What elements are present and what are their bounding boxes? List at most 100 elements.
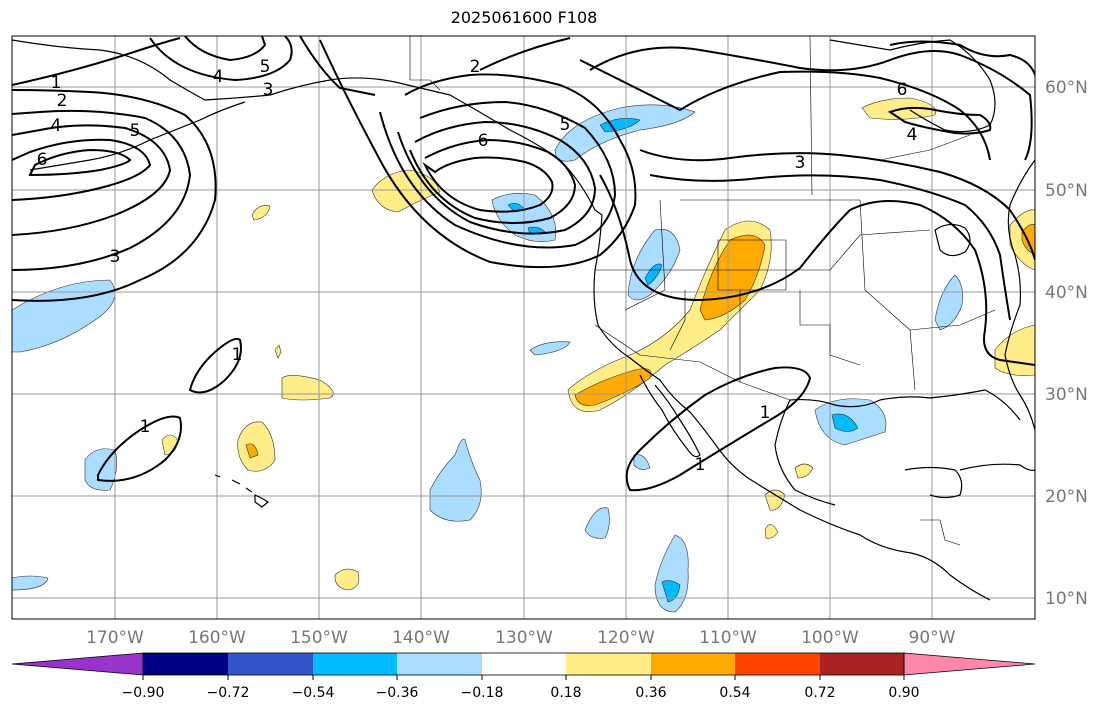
lon-label: 150°W — [290, 628, 348, 648]
colorbar-segment — [397, 653, 482, 675]
west-coast-na — [593, 214, 991, 601]
contour-canada-2 — [589, 46, 1033, 161]
contour-label: 6 — [897, 80, 908, 100]
contour-labels: 1 2 4 5 6 3 4 5 2 5 6 3 6 4 1 1 1 1 3 — [37, 57, 918, 475]
contour-canada-3 — [639, 149, 1035, 261]
hawaii — [214, 474, 270, 508]
contour-label: 5 — [560, 115, 571, 135]
political-borders — [409, 36, 996, 546]
colorbar-tick-label: −0.72 — [207, 685, 250, 701]
contour-label: 6 — [37, 150, 48, 170]
contour-canada-5 — [599, 174, 1035, 366]
mexico-east — [774, 399, 836, 506]
contour-top-1 — [12, 37, 181, 86]
lon-label: 110°W — [699, 628, 757, 648]
shade-neg-mexico-small — [633, 454, 651, 470]
colorbar-segment — [482, 653, 566, 675]
contour-mexico-1 — [625, 366, 812, 492]
contour-west-low-2 — [12, 109, 192, 271]
colorbar-tick-label: −0.36 — [376, 685, 419, 701]
map-frame — [11, 35, 1036, 620]
contour-ridge-3 — [397, 120, 597, 235]
contour-label: 1 — [695, 455, 706, 475]
contour-label: 2 — [470, 57, 481, 77]
shade-neg-gulf-core — [831, 413, 859, 432]
contour-west-low-4 — [12, 138, 152, 201]
shade-neg-nw-us-core — [644, 263, 663, 286]
shade-neg-eq-core — [661, 580, 681, 603]
contour-ridge-4 — [409, 138, 577, 224]
colorbar-ticks — [142, 675, 905, 680]
shade-pos-small-1 — [251, 205, 271, 221]
hudson-bay — [829, 39, 996, 133]
colorbar-tick-label: −0.18 — [461, 685, 504, 701]
lon-label: 140°W — [392, 628, 450, 648]
colorbar: −0.90 −0.72 −0.54 −0.36 −0.18 0.18 0.36 … — [11, 652, 1036, 701]
contour-label: 1 — [760, 403, 771, 423]
lat-label: 10°N — [1045, 589, 1088, 609]
colorbar-segment — [143, 653, 228, 675]
lon-label: 120°W — [597, 628, 655, 648]
lat-label: 40°N — [1045, 283, 1088, 303]
colorbar-segment — [735, 653, 820, 675]
yucatan — [904, 466, 963, 499]
colorbar-tick-label: 0.18 — [550, 685, 581, 701]
colorbar-frame — [142, 652, 905, 676]
colorbar-segment — [566, 653, 651, 675]
lon-label: 160°W — [188, 628, 246, 648]
shade-pos-hawaii-n — [237, 421, 276, 472]
contour-label: 4 — [213, 67, 224, 87]
shade-pos-mexico-1 — [794, 463, 814, 479]
shade-neg-central — [429, 438, 482, 522]
colorbar-segment — [651, 653, 735, 675]
colorbar-segment — [228, 653, 313, 675]
colorbar-segment — [313, 653, 397, 675]
contour-canada-4 — [649, 174, 1011, 321]
contour-label: 3 — [263, 80, 274, 100]
contour-top-2 — [149, 36, 293, 82]
gulf-coast — [789, 389, 1021, 421]
lon-label: 170°W — [86, 628, 144, 648]
colorbar-tick-label: 0.90 — [888, 685, 919, 701]
contour-label: 1 — [232, 345, 243, 365]
contour-canada-1 — [579, 59, 991, 161]
contour-top-4 — [299, 36, 376, 96]
lon-label: 100°W — [801, 628, 859, 648]
shade-pos-hawaii-core — [245, 443, 259, 459]
lat-label: 50°N — [1045, 181, 1088, 201]
shade-pos-tiny — [274, 344, 282, 359]
contour-east-closed — [889, 40, 1035, 76]
colorbar-tick-label: −0.90 — [122, 685, 165, 701]
contour-1-loop-a — [188, 337, 242, 394]
lat-label: 60°N — [1045, 78, 1088, 98]
contour-ridge-5 — [422, 156, 554, 213]
shade-pos-mexico-2 — [764, 489, 786, 511]
contour-label: 6 — [478, 131, 489, 151]
contour-lines — [12, 36, 1035, 492]
latitude-labels: 60°N 50°N 40°N 30°N 20°N 10°N — [1045, 78, 1088, 609]
contour-west-low-1 — [12, 89, 217, 302]
shade-neg-midwest — [934, 274, 963, 331]
colorbar-tick-label: −0.54 — [292, 685, 335, 701]
colorbar-extend-high — [903, 652, 1036, 676]
colorbar-extend-low — [11, 652, 144, 676]
contour-label: 4 — [907, 125, 918, 145]
contour-nw-trough — [479, 37, 571, 71]
shade-neg-sw-corner — [12, 575, 49, 591]
shade-neg-mexico-west — [584, 507, 610, 539]
cuba — [959, 463, 1035, 472]
shade-neg-eq — [654, 534, 689, 613]
contour-label: 5 — [130, 121, 141, 141]
shade-pos-mexico-3 — [764, 524, 779, 539]
shade-neg-pacific-west — [12, 279, 116, 353]
lon-label: 90°W — [909, 628, 956, 648]
contour-label: 1 — [51, 73, 62, 93]
contour-label: 3 — [795, 153, 806, 173]
contour-west-low-3 — [12, 124, 172, 236]
longitude-labels: 170°W 160°W 150°W 140°W 130°W 120°W 110°… — [86, 628, 956, 648]
graticule — [12, 36, 1035, 619]
contour-label: 2 — [57, 91, 68, 111]
contour-ridge-big — [319, 39, 637, 269]
colorbar-tick-label: 0.54 — [719, 685, 750, 701]
